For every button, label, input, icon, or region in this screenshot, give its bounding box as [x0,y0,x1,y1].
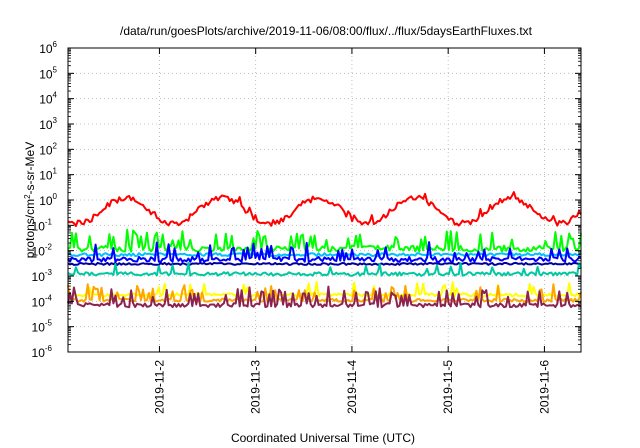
y-tick-label: 10-5 [32,319,53,335]
series-line [67,228,582,253]
x-axis: 2019-11-2 2019-11-3 2019-11-4 2019-11-5 2019… [152,48,551,414]
y-tick-exponent: -4 [45,293,53,302]
y-tick-base: 10 [39,67,53,81]
x-tick-label: 2019-11-4 [345,360,359,414]
y-tick-exponent: 0 [53,192,58,201]
y-tick-label: 104 [39,91,57,107]
y-tick-exponent: -6 [45,344,53,353]
series-line [67,241,582,263]
series-line [67,261,582,277]
y-tick-exponent: 6 [53,40,58,49]
y-tick-label: 100 [39,192,57,208]
y-axis-label-pre: protons/cm [23,199,37,258]
y-tick-base: 10 [39,143,53,157]
y-tick-base: 10 [32,219,46,233]
series-line [67,285,582,309]
y-tick-label: 106 [39,40,57,56]
y-tick-base: 10 [32,346,46,360]
y-tick-label: 10-1 [32,217,53,233]
y-tick-exponent: 5 [53,65,58,74]
series-line [67,191,582,227]
y-tick-exponent: 2 [53,141,58,150]
y-tick-base: 10 [39,194,53,208]
y-tick-exponent: 1 [53,167,58,176]
y-tick-exponent: -1 [45,217,53,226]
series-line [67,281,582,298]
series-line [67,252,582,258]
y-tick-base: 10 [39,93,53,107]
y-tick-base: 10 [39,42,53,56]
y-tick-base: 10 [32,321,46,335]
y-tick-exponent: -3 [45,268,53,277]
y-tick-label: 10-4 [32,293,53,309]
x-tick-label: 2019-11-5 [441,360,455,414]
y-tick-exponent: 3 [53,116,58,125]
x-axis-label: Coordinated Universal Time (UTC) [231,431,415,445]
series-layer [67,191,582,309]
y-tick-base: 10 [32,270,46,284]
y-tick-label: 10-6 [32,344,53,360]
x-tick-label: 2019-11-6 [537,360,551,414]
y-axis-label-post: -s-sr-MeV [23,142,37,195]
y-tick-label: 103 [39,116,57,132]
y-tick-base: 10 [39,169,53,183]
y-tick-base: 10 [32,245,46,259]
y-tick-label: 105 [39,65,57,81]
series-line [67,261,582,266]
y-tick-label: 10-2 [32,243,53,259]
y-axis: 10-610-510-410-310-210-11001011021031041… [32,40,581,360]
y-tick-exponent: -5 [45,319,53,328]
y-tick-exponent: -2 [45,243,53,252]
y-tick-label: 101 [39,167,57,183]
y-tick-label: 102 [39,141,57,157]
y-tick-exponent: 4 [53,91,58,100]
series-line [67,283,582,303]
y-tick-label: 10-3 [32,268,53,284]
y-axis-label-sup: 2 [23,194,32,199]
y-tick-base: 10 [32,295,46,309]
x-tick-label: 2019-11-3 [249,360,263,414]
y-tick-base: 10 [39,118,53,132]
y-axis-label: protons/cm2-s-sr-MeV [23,142,38,258]
x-tick-label: 2019-11-2 [152,360,166,414]
chart-title: /data/run/goesPlots/archive/2019-11-06/0… [120,24,533,38]
